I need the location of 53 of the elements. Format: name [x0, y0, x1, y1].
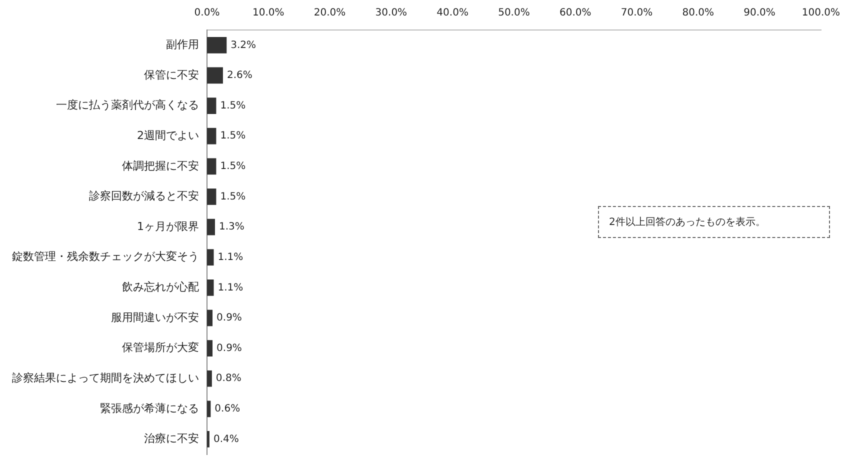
bar — [207, 249, 214, 266]
y-tick-label: 診察回数が減ると不安 — [89, 190, 199, 203]
x-tick-label: 70.0% — [620, 8, 653, 19]
bar — [207, 67, 223, 84]
data-label: 1.5% — [220, 161, 246, 172]
data-label: 1.5% — [220, 100, 246, 112]
bar — [207, 340, 213, 356]
y-tick-label: 2週間でよい — [137, 128, 199, 142]
bar — [207, 188, 216, 205]
x-tick-label: 40.0% — [436, 8, 468, 19]
bar — [207, 370, 212, 387]
x-tick-label: 10.0% — [252, 8, 284, 19]
data-label: 0.8% — [216, 373, 242, 384]
data-label: 1.1% — [218, 282, 244, 294]
y-tick-label: 一度に払う薬剤代が高くなる — [56, 98, 199, 112]
y-tick-label: 1ヶ月が限界 — [137, 220, 199, 233]
bar — [207, 128, 216, 144]
y-tick-label: 保管に不安 — [144, 68, 199, 82]
y-tick-label: 錠数管理・残余数チェックが大変そう — [12, 250, 199, 264]
x-tick-label: 60.0% — [559, 8, 592, 19]
data-label: 3.2% — [230, 40, 256, 51]
x-tick-label: 20.0% — [314, 8, 346, 19]
data-label: 0.9% — [216, 312, 242, 324]
data-label: 1.1% — [218, 252, 244, 263]
x-tick-label: 90.0% — [744, 8, 776, 19]
y-tick-label: 副作用 — [166, 38, 199, 52]
y-tick-label: 体調把握に不安 — [122, 159, 199, 172]
data-label: 0.9% — [216, 342, 242, 354]
x-tick-label: 30.0% — [375, 8, 408, 19]
y-tick-label: 飲み忘れが心配 — [122, 280, 199, 294]
data-label: 0.4% — [213, 434, 239, 445]
bar — [207, 98, 216, 114]
y-tick-label: 緊張感が希薄になる — [100, 402, 199, 415]
x-tick-label: 100.0% — [802, 8, 840, 19]
data-label: 1.5% — [220, 130, 246, 142]
data-label: 1.3% — [218, 222, 244, 233]
y-tick-label: 服用間違いが不安 — [111, 310, 199, 324]
data-label: 1.5% — [220, 191, 246, 202]
bar — [207, 400, 211, 418]
data-label: 2.6% — [226, 70, 252, 82]
bar — [207, 310, 213, 326]
annotation: 2件以上回答のあったものを表示。 — [598, 206, 830, 238]
data-label: 0.6% — [214, 404, 240, 415]
bar — [207, 279, 214, 296]
x-tick-label: 50.0% — [498, 8, 530, 19]
y-tick-label: 診察結果によって期間を決めてほしい — [12, 371, 199, 384]
bar — [207, 218, 215, 236]
x-tick-label: 0.0% — [194, 8, 220, 19]
bar — [207, 36, 227, 54]
y-tick-label: 保管場所が大変 — [122, 341, 199, 354]
y-tick-label: 治療に不安 — [144, 432, 199, 446]
bar — [207, 158, 216, 175]
x-tick-label: 80.0% — [682, 8, 714, 19]
